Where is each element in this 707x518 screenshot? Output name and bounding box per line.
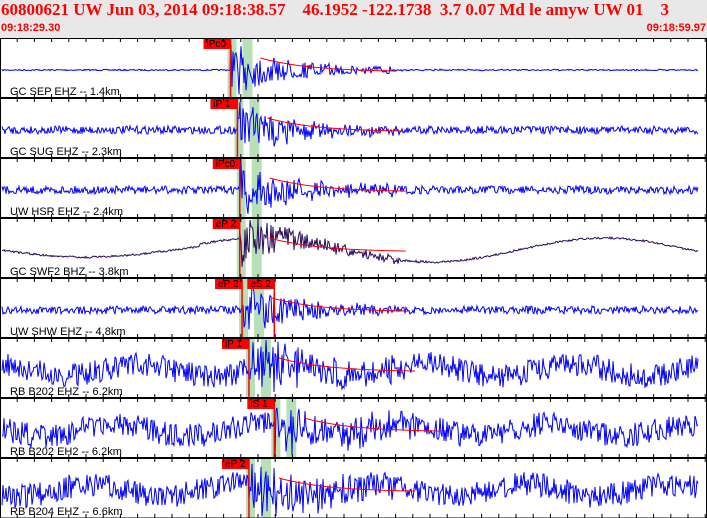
pick-window <box>254 278 265 338</box>
waveform-trace <box>1 101 699 147</box>
station-label: UW HSR EHZ -- 2.4km <box>10 206 123 218</box>
pick-label: iPc0 <box>216 159 236 170</box>
pick-flag <box>221 338 249 349</box>
station-label: RB B202 EHZ -- 6.2km <box>10 386 122 398</box>
pick-flag <box>215 278 243 289</box>
end-time: 09:18:59.97 <box>646 22 706 34</box>
pick-flag <box>221 458 249 469</box>
waveform-trace <box>1 44 699 95</box>
station-label: RB B204 EHZ -- 6.6km <box>10 506 122 518</box>
coda-curve <box>304 417 441 432</box>
coda-curve <box>278 477 415 492</box>
pick-label: eS 2 <box>250 279 271 290</box>
start-time: 09:18:29.30 <box>1 22 61 34</box>
waveform-trace <box>1 161 699 214</box>
pick-flag <box>212 158 240 169</box>
coda-curve <box>269 237 406 252</box>
pick-window <box>245 338 255 398</box>
coda-curve <box>278 357 415 372</box>
pick-flag <box>212 218 240 229</box>
pick-window <box>249 98 260 158</box>
station-label: UW SHW EHZ -- 4.8km <box>10 326 126 338</box>
event-title: 60800621 UW Jun 03, 2014 09:18:38.57 46.… <box>1 0 670 19</box>
pick-label: iS 1 <box>250 399 268 410</box>
waveform-trace <box>1 339 699 393</box>
station-label: GC SUG EHZ -- 2.3km <box>10 146 122 158</box>
pick-window <box>234 98 244 158</box>
station-label: GC SEP EHZ -- 1.4km <box>10 86 120 98</box>
waveform-trace <box>2 219 699 267</box>
coda-curve <box>260 57 397 72</box>
pick-label: iP 1 <box>213 99 230 110</box>
pick-window <box>251 158 262 218</box>
pick-label: eP 2 <box>216 219 237 230</box>
waveform-trace <box>1 463 699 517</box>
seismogram-plot: iPc0 GC SEP EHZ -- 1.4km iP 1 GC SUG EHZ --… <box>0 38 707 518</box>
pick-flag <box>247 278 275 289</box>
pick-window <box>260 338 271 398</box>
waveform-trace <box>1 407 699 457</box>
coda-curve <box>267 117 404 132</box>
coda-curve <box>271 297 409 312</box>
waveform-trace <box>1 283 699 330</box>
coda-curve <box>269 177 406 192</box>
pick-label: iPc0 <box>207 39 227 50</box>
pick-label: iP 1 <box>225 339 242 350</box>
pick-label: eP 2 <box>225 459 246 470</box>
pick-label: eP 2 <box>218 279 239 290</box>
pick-flag <box>210 98 238 109</box>
pick-flag <box>203 38 231 49</box>
station-label: GC SWF2 BHZ -- 3.8km <box>10 266 129 278</box>
station-label: RB B202 EH2 -- 6.2km <box>10 446 122 458</box>
pick-flag <box>247 398 275 409</box>
header: 60800621 UW Jun 03, 2014 09:18:38.57 46.… <box>0 0 707 38</box>
